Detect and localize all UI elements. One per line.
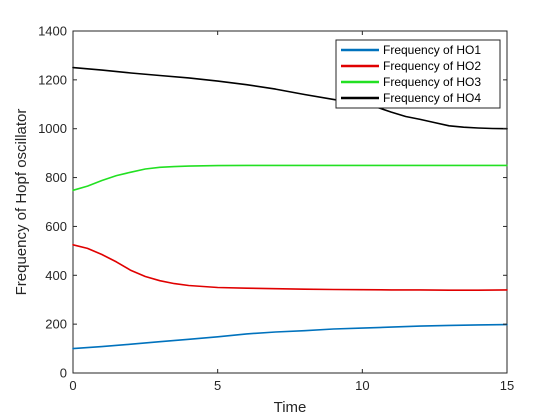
y-tick-label: 1400 [38,24,67,39]
y-tick-label: 800 [45,170,67,185]
series-line-ho2 [72,244,508,292]
legend-label-ho2: Frequency of HO2 [383,59,481,73]
series-line-ho1 [72,323,508,350]
x-axis-title: Time [274,399,307,416]
y-tick-label: 400 [45,268,67,283]
tick-labels: 0 5 10 15 0 200 400 600 800 1000 1200 1400 [38,24,514,394]
legend-label-ho3: Frequency of HO3 [383,75,481,89]
legend: Frequency of HO1 Frequency of HO2 Frequenc… [335,39,501,109]
legend-box [335,39,501,109]
y-tick-label: 600 [45,219,67,234]
legend-label-ho1: Frequency of HO1 [383,43,481,57]
x-tick-label: 15 [500,378,514,393]
y-tick-label: 200 [45,317,67,332]
x-tick-label: 0 [69,378,76,393]
x-tick-label: 5 [214,378,221,393]
series-line-ho3 [72,164,508,192]
y-tick-label: 1000 [38,121,67,136]
axis-ticks [72,30,508,374]
y-tick-label: 0 [60,366,67,381]
legend-label-ho4: Frequency of HO4 [383,91,481,105]
x-tick-label: 10 [355,378,369,393]
y-axis-title: Frequency of Hopf oscillator [13,109,30,296]
y-tick-label: 1200 [38,72,67,87]
